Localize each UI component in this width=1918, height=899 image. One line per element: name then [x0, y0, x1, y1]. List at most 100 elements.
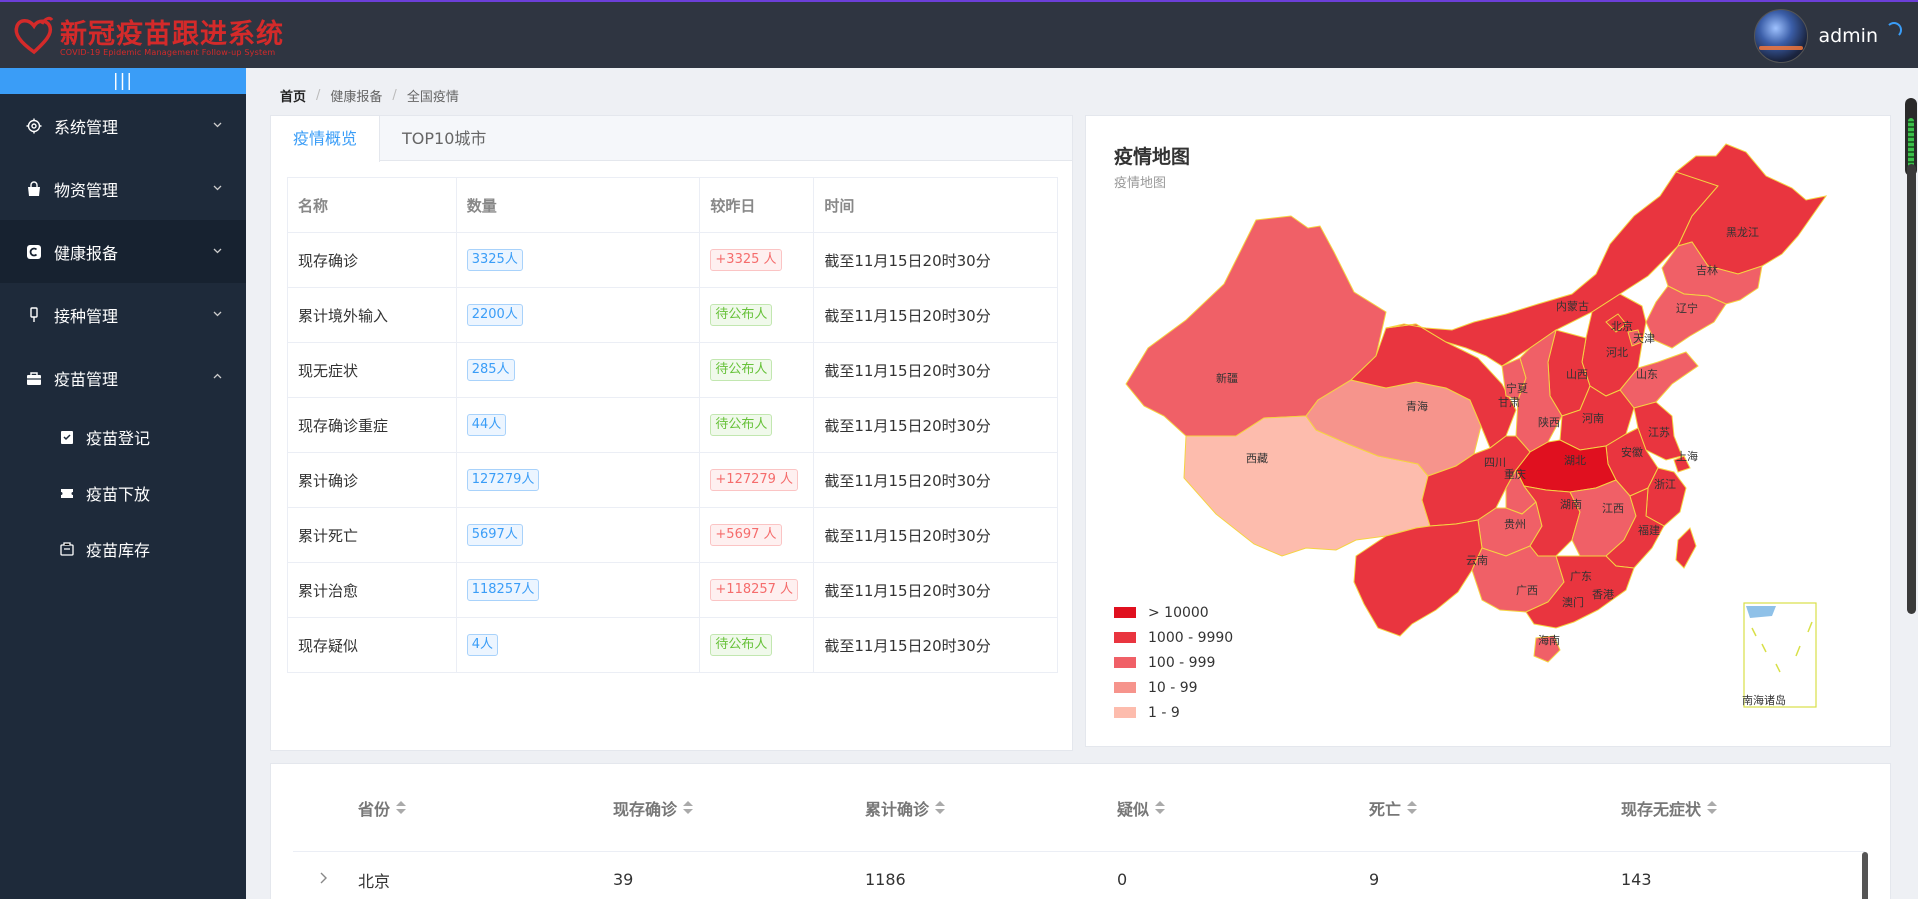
username[interactable]: admin [1818, 25, 1878, 47]
region-tianjin[interactable] [1627, 329, 1643, 347]
ticket-icon [61, 489, 73, 498]
sidebar-collapse-button[interactable]: ||| [0, 68, 246, 94]
column-header-current[interactable]: 现存确诊 [613, 764, 694, 851]
sidebar-subitem-vaccine-distribute[interactable]: 疫苗下放 [0, 465, 246, 521]
breadcrumb-health-report[interactable]: 健康报备 [330, 90, 383, 105]
cell-total: 1186 [865, 870, 906, 889]
cell-count: 285人 [455, 342, 701, 398]
column-header-count: 数量 [455, 177, 701, 233]
cell-name: 累计治愈 [287, 562, 457, 618]
tab-overview[interactable]: 疫情概览 [271, 116, 381, 162]
map-region-label: 澳门 [1562, 595, 1584, 609]
region-guangdong[interactable] [1525, 555, 1635, 629]
legend-item[interactable]: 1 - 9 [1114, 700, 1233, 725]
cell-suspect: 0 [1117, 870, 1128, 889]
region-beijing[interactable] [1605, 313, 1627, 333]
tab-top10-cities[interactable]: TOP10城市 [402, 129, 487, 148]
sort-icon[interactable] [1407, 800, 1418, 815]
sort-icon[interactable] [1707, 800, 1718, 815]
legend-swatch [1114, 707, 1136, 718]
column-header-change: 较昨日 [699, 177, 815, 233]
column-header-total[interactable]: 累计确诊 [865, 764, 946, 851]
map-region-label: 湖北 [1564, 454, 1586, 467]
sort-icon[interactable] [396, 800, 407, 815]
sidebar-item-system[interactable]: 系统管理 [0, 94, 246, 157]
breadcrumb-national: 全国疫情 [406, 90, 459, 105]
legend-label: 1000 - 9990 [1148, 629, 1234, 646]
region-liaoning[interactable] [1645, 285, 1727, 349]
region-shaanxi[interactable] [1515, 328, 1563, 453]
column-header-suspect[interactable]: 疑似 [1117, 764, 1166, 851]
sort-icon[interactable] [935, 800, 946, 815]
region-hainan[interactable] [1533, 635, 1561, 663]
column-header-time: 时间 [813, 177, 1058, 233]
legend-item[interactable]: 10 - 99 [1114, 675, 1233, 700]
table-row[interactable]: 北京 39 1186 0 9 143 [293, 852, 1865, 899]
region-yunnan[interactable] [1353, 519, 1483, 637]
sidebar-item-health-report[interactable]: 健康报备 [0, 220, 246, 283]
table-row: 累计治愈 118257人 +118257 人截至11月15日20时30分 [287, 562, 1058, 618]
column-header-province[interactable]: 省份 [358, 764, 407, 851]
sort-icon[interactable] [1155, 800, 1166, 815]
chevron-right-icon[interactable] [319, 871, 329, 885]
table-scrollbar[interactable] [1862, 852, 1868, 899]
column-header-death[interactable]: 死亡 [1369, 764, 1418, 851]
sidebar-item-materials[interactable]: 物资管理 [0, 157, 246, 220]
breadcrumb-separator: / [316, 88, 321, 103]
sidebar-item-vaccination[interactable]: 接种管理 [0, 283, 246, 346]
cell-province: 北京 [358, 871, 391, 891]
cell-count: 127279人 [455, 452, 701, 508]
sidebar-subitem-label: 疫苗下放 [86, 485, 151, 504]
cell-change: 待公布人 [699, 342, 815, 398]
cell-change: +3325 人 [699, 232, 815, 288]
sidebar-item-label: 疫苗管理 [54, 369, 119, 389]
table-header-row: 名称 数量 较昨日 时间 [287, 177, 1058, 233]
change-tag: 待公布人 [710, 634, 773, 656]
avatar[interactable] [1754, 9, 1809, 63]
map-region-label: 南海诸岛 [1742, 693, 1786, 707]
user-menu[interactable]: admin [1754, 8, 1878, 64]
sidebar-subitem-vaccine-inventory[interactable]: 疫苗库存 [0, 521, 246, 577]
inventory-icon [60, 542, 74, 556]
cell-change: 待公布人 [699, 397, 815, 453]
legend-label: 10 - 99 [1148, 679, 1198, 696]
column-header-label: 现存无症状 [1621, 799, 1702, 819]
loading-spinner-icon [1886, 22, 1902, 38]
cell-time: 截至11月15日20时30分 [813, 452, 1058, 508]
region-taiwan[interactable] [1675, 527, 1697, 569]
app-logo[interactable]: 新冠疫苗跟进系统 COVID-19 Epidemic Management Fo… [12, 10, 302, 60]
breadcrumb-separator: / [392, 88, 397, 103]
cell-asymptomatic: 143 [1621, 870, 1652, 889]
sidebar-item-label: 系统管理 [54, 117, 119, 137]
legend-item[interactable]: 1000 - 9990 [1114, 625, 1233, 650]
scrollbar-thumb[interactable] [1907, 164, 1916, 614]
map-region-label: 北京 [1611, 319, 1633, 333]
sort-icon[interactable] [683, 800, 694, 815]
cell-name: 现存确诊重症 [287, 397, 457, 453]
legend-item[interactable]: > 10000 [1114, 600, 1233, 625]
region-shanghai[interactable] [1673, 455, 1691, 473]
south-china-sea-region [1746, 606, 1776, 618]
legend-swatch [1114, 607, 1136, 618]
map-card: 黑龙江 吉林 辽宁 内蒙古 新疆 北京 天津 河北 宁夏 山西 山东 甘肃 青海 陕西 河南 江苏 上海 西藏 四川… [1085, 115, 1891, 747]
chevron-down-icon [213, 248, 222, 254]
column-header-asymptomatic[interactable]: 现存无症状 [1621, 764, 1718, 851]
sidebar-subitem-label: 疫苗登记 [86, 429, 151, 448]
heart-logo-icon [14, 16, 54, 55]
page-scrollbar[interactable] [1902, 68, 1918, 899]
change-tag: +3325 人 [710, 249, 782, 271]
column-header-label: 累计确诊 [865, 799, 930, 819]
legend-item[interactable]: 100 - 999 [1114, 650, 1233, 675]
breadcrumb-home[interactable]: 首页 [280, 90, 307, 105]
map-region-label: 陕西 [1538, 415, 1560, 429]
map-region-label: 海南 [1538, 633, 1560, 647]
cell-count: 44人 [455, 397, 701, 453]
cell-time: 截至11月15日20时30分 [813, 397, 1058, 453]
sidebar-item-vaccine[interactable]: 疫苗管理 [0, 346, 246, 409]
sidebar-subitem-vaccine-register[interactable]: 疫苗登记 [0, 409, 246, 465]
change-tag: 待公布人 [710, 359, 773, 381]
map-region-label: 湖南 [1560, 498, 1582, 511]
map-legend: > 10000 1000 - 9990 100 - 999 10 - 99 1 … [1114, 600, 1233, 725]
bag-icon [28, 180, 40, 196]
